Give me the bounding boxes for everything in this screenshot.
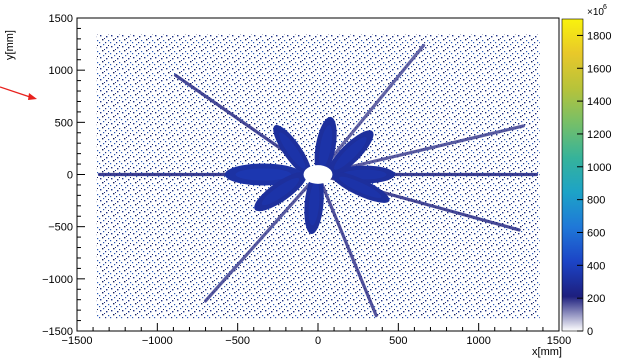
petal-core [261,177,300,206]
y-tick-label: −500 [48,222,73,234]
axes: −1500 −1000 −500 0 500 1000 1500 −1500 −1000 −500… [42,13,571,347]
colorbar-multiplier: ×10 [587,7,604,18]
y-tick-label: −1500 [42,326,73,338]
colorbar-tick-label: 1400 [587,96,611,108]
x-tick-label: −1500 [62,335,93,347]
radial-arm [316,172,378,318]
petal-group [327,130,374,177]
petal-group [330,171,390,203]
x-axis-label: x[mm] [532,346,562,358]
petal-core [339,176,382,198]
y-axis-label: y[mm] [4,30,16,60]
colorbar-tick-label: 200 [587,293,605,305]
colorbar-tick-label: 1200 [587,129,611,141]
x-tick-label: 0 [315,335,321,347]
x-tick-label: 1000 [466,335,490,347]
colorbar-exponent: 6 [603,4,607,11]
colorbar-tick-label: 1800 [587,30,611,42]
y-tick-label: −1000 [42,274,73,286]
colorbar-tick-label: 800 [587,195,605,207]
petal-group [314,116,337,176]
colorbar-gradient-bar [561,18,584,332]
plot-area [96,34,540,319]
x-tick-label: −1000 [142,335,173,347]
colorbar: 0 200 400 600 800 1000 1200 1400 1600 1800 ×10 6 [561,4,611,338]
colorbar-tick-label: 1000 [587,162,611,174]
colorbar-tick-label: 0 [587,326,593,338]
petal-core [308,181,320,226]
x-tick-label: 500 [389,335,407,347]
red-arrow-annotation [0,86,37,100]
petal-group [254,171,307,212]
petal-core [319,125,333,168]
y-tick-label: 500 [55,117,73,129]
radial-arm [316,43,426,177]
y-tick-label: 1500 [49,13,73,25]
petal-group [273,125,312,177]
radial-arm [203,172,320,303]
petal-core [333,137,367,170]
petal-core [235,168,292,181]
petal-group [304,173,324,235]
colorbar-tick-label: 1600 [587,63,611,75]
colorbar-tick-label: 600 [587,227,605,239]
central-hole [303,165,333,184]
x-tick-label: 1500 [547,335,571,347]
x-tick-label: −500 [225,335,250,347]
y-tick-label: 1000 [49,65,73,77]
colorbar-tick-label: 400 [587,260,605,272]
y-tick-label: 0 [67,170,73,182]
petal-core [278,132,306,169]
